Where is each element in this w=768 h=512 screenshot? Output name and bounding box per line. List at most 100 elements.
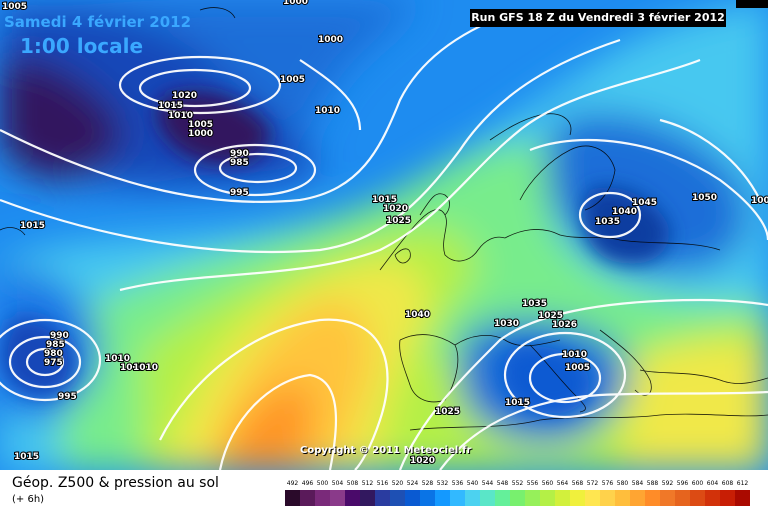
- isobar-label: 1015: [158, 101, 183, 111]
- scale-tick-label: 532: [436, 480, 449, 487]
- isobar-label: 1035: [522, 299, 547, 309]
- scale-tick-label: 576: [601, 480, 614, 487]
- scale-swatch: [630, 490, 646, 506]
- isobar-label: 1000: [318, 35, 343, 45]
- product-title: Géop. Z500 & pression au sol: [12, 475, 219, 491]
- scale-tick-label: 608: [721, 480, 734, 487]
- scale-tick-label: 508: [346, 480, 359, 487]
- isobar-label: 1040: [405, 310, 430, 320]
- isobar-label: 1020: [172, 91, 197, 101]
- isobar-label: 1005: [751, 196, 768, 206]
- isobar-label: 1010: [168, 111, 193, 121]
- scale-tick-label: 516: [376, 480, 389, 487]
- scale-tick-label: 524: [406, 480, 419, 487]
- scale-swatch: [540, 490, 556, 506]
- isobar-label: 1005: [2, 2, 27, 12]
- scale-tick-label: 496: [301, 480, 314, 487]
- isobar-label: 1015: [20, 221, 45, 231]
- scale-swatch: [720, 490, 736, 506]
- isobar-label: 1015: [372, 195, 397, 205]
- scale-swatch: [495, 490, 511, 506]
- scale-swatch: [585, 490, 601, 506]
- scale-swatch: [285, 490, 301, 506]
- isobar-label: 995: [230, 188, 249, 198]
- scale-tick-label: 584: [631, 480, 644, 487]
- scale-tick-label: 588: [646, 480, 659, 487]
- forecast-step: (+ 6h): [12, 494, 45, 505]
- isobar-label: 1005: [565, 363, 590, 373]
- forecast-local-time: 1:00 locale: [20, 34, 144, 58]
- scale-tick-label: 612: [736, 480, 749, 487]
- scale-swatch: [600, 490, 616, 506]
- color-scale-bar: [285, 490, 750, 506]
- scale-swatch: [690, 490, 706, 506]
- scale-tick-label: 528: [421, 480, 434, 487]
- scale-swatch: [615, 490, 631, 506]
- isobar-label: 980: [44, 349, 63, 359]
- scale-tick-label: 600: [691, 480, 704, 487]
- forecast-date: Samedi 4 février 2012: [4, 13, 192, 31]
- isobar-label: 1025: [435, 407, 460, 417]
- scale-tick-label: 560: [541, 480, 554, 487]
- scale-swatch: [735, 490, 750, 506]
- isobar-label: 1050: [692, 193, 717, 203]
- scale-tick-label: 548: [496, 480, 509, 487]
- scale-swatch: [675, 490, 691, 506]
- isobar-label: 1025: [386, 216, 411, 226]
- isobar-label: 1005: [120, 363, 145, 373]
- geopotential-field: [0, 0, 768, 470]
- scale-tick-label: 544: [481, 480, 494, 487]
- isobar-label: 1010: [105, 354, 130, 364]
- corner-marker: [736, 0, 768, 8]
- scale-swatch: [435, 490, 451, 506]
- scale-tick-label: 592: [661, 480, 674, 487]
- scale-swatch: [570, 490, 586, 506]
- scale-swatch: [525, 490, 541, 506]
- scale-tick-label: 552: [511, 480, 524, 487]
- scale-swatch: [390, 490, 406, 506]
- isobar-label: 1010: [133, 363, 158, 373]
- isobar-labels: 1000 1005 1000 1005 1020 1015 1010 1005 …: [1, 0, 768, 467]
- scale-swatch: [660, 490, 676, 506]
- isobar-label: 1000: [188, 129, 213, 139]
- scale-tick-label: 572: [586, 480, 599, 487]
- copyright-text: Copyright © 2011 Meteociel.fr: [300, 445, 472, 456]
- isobar-label: 990: [50, 331, 69, 341]
- scale-tick-label: 596: [676, 480, 689, 487]
- isobar-label: 1025: [538, 311, 563, 321]
- isobar-label: 1015: [14, 452, 39, 462]
- isobar-lines: [0, 8, 768, 470]
- isobar-label: 990: [230, 149, 249, 159]
- isobar-label: 1015: [505, 398, 530, 408]
- scale-swatch: [480, 490, 496, 506]
- isobar-label: 995: [58, 392, 77, 402]
- scale-tick-label: 492: [286, 480, 299, 487]
- isobar-label: 975: [44, 358, 63, 368]
- isobar-label: 1020: [383, 204, 408, 214]
- scale-tick-label: 580: [616, 480, 629, 487]
- scale-swatch: [705, 490, 721, 506]
- isobar-label: 1040: [612, 207, 637, 217]
- scale-tick-labels: 492 496 500 504 508 512 516 520 524 528 532 536 540 5…: [285, 480, 750, 489]
- scale-tick-label: 536: [451, 480, 464, 487]
- isobar-label: 985: [46, 340, 65, 350]
- scale-swatch: [330, 490, 346, 506]
- isobar-label: 1005: [188, 120, 213, 130]
- scale-tick-label: 540: [466, 480, 479, 487]
- scale-tick-label: 604: [706, 480, 719, 487]
- isobar-label: 1030: [494, 319, 519, 329]
- scale-tick-label: 504: [331, 480, 344, 487]
- scale-tick-label: 520: [391, 480, 404, 487]
- scale-swatch: [375, 490, 391, 506]
- scale-swatch: [315, 490, 331, 506]
- model-run-label: Run GFS 18 Z du Vendredi 3 février 2012: [470, 9, 726, 27]
- isobar-label: 985: [230, 158, 249, 168]
- scale-swatch: [555, 490, 571, 506]
- scale-swatch: [465, 490, 481, 506]
- isobar-label: 1010: [562, 350, 587, 360]
- scale-tick-label: 568: [571, 480, 584, 487]
- scale-swatch: [300, 490, 316, 506]
- scale-swatch: [450, 490, 466, 506]
- scale-tick-label: 500: [316, 480, 329, 487]
